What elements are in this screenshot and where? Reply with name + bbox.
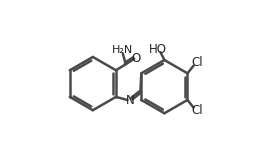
Text: H₂N: H₂N	[112, 45, 133, 55]
Text: HO: HO	[149, 42, 167, 55]
Text: Cl: Cl	[192, 104, 203, 117]
Text: O: O	[132, 52, 141, 65]
Text: N: N	[126, 94, 135, 107]
Text: Cl: Cl	[192, 56, 203, 69]
